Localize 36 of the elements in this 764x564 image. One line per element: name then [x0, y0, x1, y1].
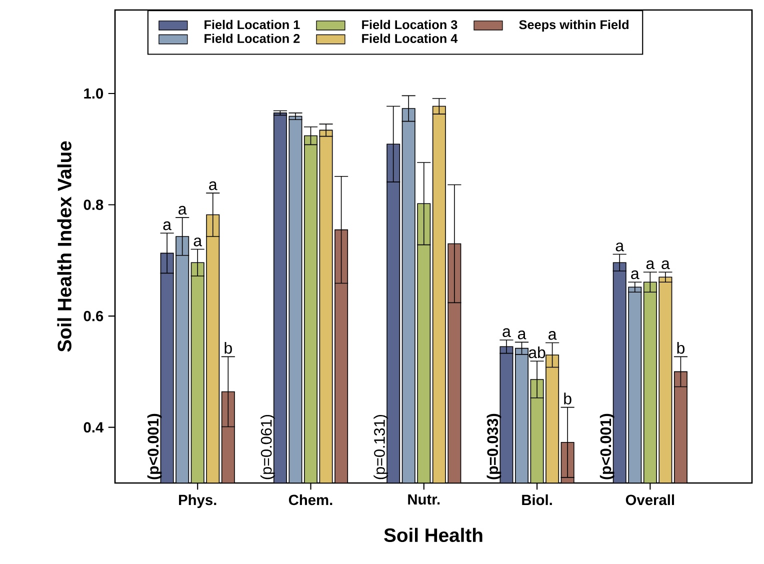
y-tick-label: 1.0 [84, 88, 104, 99]
y-tick-label: 0.4 [84, 422, 104, 433]
x-axis-title: Soil Health [384, 528, 482, 542]
y-tick-label: 0.8 [84, 200, 104, 210]
data-label: a [646, 260, 655, 270]
data-label: a [178, 206, 187, 215]
x-tick-label: Overall [626, 494, 674, 506]
y-tick-label: 0.6 [84, 310, 104, 322]
annotation: (p=0.061) [260, 414, 275, 480]
data-label: a [616, 242, 624, 252]
legend-label: Field Location 1 [204, 20, 300, 30]
data-label: ab [528, 346, 546, 358]
data-label: b [224, 342, 232, 354]
data-label: a [502, 328, 511, 338]
data-label: a [163, 221, 172, 230]
annotation: (p=0.033) [486, 414, 502, 480]
data-label: a [548, 331, 557, 340]
y-axis-title: Soil Health Index Value [57, 141, 72, 352]
legend-label: Field Location 3 [362, 20, 458, 30]
legend-label: Field Location 2 [204, 34, 300, 44]
annotation: (p<0.001) [147, 414, 162, 480]
legend-label: Field Location 4 [362, 34, 458, 44]
data-label: a [631, 270, 640, 280]
annotation: (p=0.131) [374, 414, 388, 480]
data-label: a [518, 330, 526, 340]
x-tick-label: Nutr. [408, 494, 440, 505]
annotation: (p<0.001) [600, 414, 614, 480]
data-label: b [564, 392, 572, 404]
x-tick-label: Phys. [179, 494, 216, 508]
data-label: a [209, 181, 218, 190]
x-tick-label: Biol. [522, 494, 552, 506]
data-label: a [662, 260, 670, 270]
legend-label: Seeps within Field [519, 20, 628, 32]
data-label: b [677, 342, 684, 354]
x-tick-label: Chem. [288, 494, 332, 506]
data-label: a [194, 238, 202, 246]
